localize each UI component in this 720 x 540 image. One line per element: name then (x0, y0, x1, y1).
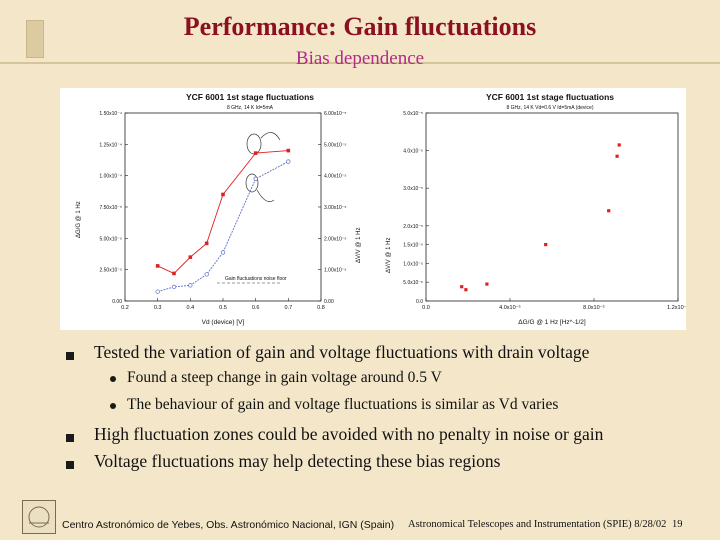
right-ytick-label: 1.5x10⁻⁵ (403, 243, 423, 249)
left-series-1-point (221, 192, 225, 197)
left-xtick-label: 0.8 (317, 305, 325, 311)
sub-bullet-2: The behaviour of gain and voltage fluctu… (127, 396, 559, 413)
red-series-marker-ellipse (246, 133, 262, 155)
left-chart-subtitle: 8 GHz, 14 K Id=5mA (227, 105, 274, 111)
right-ytick-label: 0.0 (416, 299, 423, 305)
left-series-1-point (172, 271, 176, 276)
left-ytick-label: 1.25x10⁻⁴ (99, 142, 122, 148)
left-ytick-label: 5.00x10⁻⁵ (99, 236, 122, 242)
left-chart-frame (124, 112, 322, 302)
right-chart-subtitle: 8 GHz, 14 K Vd=0.6 V Id=5mA (device) (507, 105, 594, 111)
left-series-1-point (253, 151, 258, 155)
left-xtick-label: 0.7 (285, 305, 293, 311)
right-scatter-point (485, 282, 489, 286)
right-ytick-label: 5.0x10⁻⁶ (403, 280, 423, 286)
left-series-2-point (220, 250, 226, 255)
left-y2tick-label: 2.00x10⁻⁵ (324, 236, 347, 242)
slide-title: Performance: Gain fluctuations (183, 12, 537, 41)
left-y2tick-label: 0.00 (324, 299, 334, 305)
right-chart-xlabel: ΔG/G @ 1 Hz [Hz^-1/2] (518, 319, 586, 326)
right-chart-ylabel: ΔV/V @ 1 Hz (386, 238, 392, 273)
left-series-2-point (204, 272, 209, 277)
left-series-2-point (253, 176, 258, 181)
left-ytick-label: 0.00 (112, 299, 122, 305)
left-xtick-label: 0.3 (154, 305, 162, 311)
right-ytick-label: 5.0x10⁻⁵ (403, 111, 423, 117)
right-scatter-point (464, 288, 468, 292)
bullet-3: Voltage fluctuations may help detecting … (94, 451, 501, 471)
left-y2tick-label: 6.00x10⁻⁵ (324, 111, 347, 117)
footer-institution: Centro Astronómico de Yebes, Obs. Astron… (62, 519, 395, 531)
sub-bullet-dot (110, 376, 116, 382)
right-ytick-label: 1.0x10⁻⁵ (403, 261, 423, 267)
left-ytick-label: 2.50x10⁻⁵ (99, 268, 122, 274)
left-y2tick-label: 3.00x10⁻⁵ (324, 205, 347, 211)
left-series-2-point (155, 289, 160, 294)
right-xtick-label: 8.0x10⁻⁵ (583, 304, 605, 311)
left-xtick-label: 0.6 (252, 305, 260, 311)
left-y2tick-label: 1.00x10⁻⁵ (324, 268, 347, 274)
left-chart-xlabel: Vd (device) [V] (202, 319, 245, 326)
right-scatter-point (460, 285, 464, 289)
left-xtick-label: 0.2 (121, 305, 129, 311)
right-chart-title: YCF 6001 1st stage fluctuations (486, 92, 614, 102)
left-series-2-point (171, 284, 177, 290)
left-chart-title: YCF 6001 1st stage fluctuations (186, 92, 314, 102)
bullet-2: High fluctuation zones could be avoided … (94, 424, 604, 444)
red-series-arrow (260, 132, 281, 141)
footer-conference: Astronomical Telescopes and Instrumentat… (408, 519, 667, 530)
noise-floor-label: Gain fluctuations noise floor (225, 276, 287, 282)
left-series-1-point (204, 241, 209, 246)
sub-bullet-dot (110, 403, 116, 409)
left-xtick-label: 0.5 (219, 305, 227, 311)
charts-panel: YCF 6001 1st stage fluctuations 8 GHz, 1… (60, 88, 690, 330)
charts-svg: YCF 6001 1st stage fluctuations 8 GHz, 1… (76, 92, 690, 326)
observatory-logo (22, 500, 56, 534)
right-xtick-label: 0.0 (422, 305, 430, 311)
left-series-1-point (286, 148, 291, 153)
left-series-2-point (188, 283, 193, 288)
sub-bullet-1: Found a steep change in gain voltage aro… (127, 369, 442, 386)
left-chart: YCF 6001 1st stage fluctuations 8 GHz, 1… (76, 92, 362, 326)
left-series-2-point (286, 159, 291, 164)
left-series-2-line (157, 161, 289, 293)
blue-series-arrow (256, 189, 275, 202)
left-series-1-point (155, 264, 160, 268)
bullet-square (66, 434, 74, 442)
left-ytick-label: 7.50x10⁻⁵ (99, 205, 122, 211)
right-ytick-label: 3.0x10⁻⁵ (403, 186, 423, 192)
left-series-1-point (188, 255, 193, 259)
header-divider (0, 62, 720, 64)
left-chart-y2label: ΔV/V @ 1 Hz (356, 228, 362, 263)
right-scatter-point (617, 143, 621, 147)
left-ytick-label: 1.50x10⁻⁴ (99, 111, 122, 117)
left-ytick-label: 1.00x10⁻⁴ (99, 174, 122, 180)
blue-series-marker-ellipse (245, 173, 259, 193)
left-chart-ylabel: ΔG/G @ 1 Hz (76, 201, 82, 238)
right-xtick-label: 4.0x10⁻⁵ (499, 304, 521, 311)
right-chart-frame (425, 112, 679, 302)
left-y2tick-label: 4.00x10⁻⁵ (324, 174, 347, 180)
left-series-1-line (157, 150, 289, 274)
bullet-1: Tested the variation of gain and voltage… (94, 342, 590, 362)
page-number: 19 (672, 519, 683, 530)
right-ytick-label: 2.0x10⁻⁵ (403, 224, 423, 230)
left-y2tick-label: 5.00x10⁻⁵ (324, 142, 347, 148)
left-xtick-label: 0.4 (187, 305, 195, 311)
right-scatter-point (615, 154, 619, 158)
bullet-square (66, 352, 74, 360)
right-scatter-point (544, 243, 548, 247)
right-xtick-label: 1.2x10⁻⁴ (667, 304, 686, 311)
right-scatter-point (607, 209, 611, 213)
right-chart: YCF 6001 1st stage fluctuations 8 GHz, 1… (386, 92, 690, 326)
bullet-square (66, 461, 74, 469)
slide-subtitle: Bias dependence (295, 48, 425, 69)
decorative-block (26, 20, 44, 58)
right-ytick-label: 4.0x10⁻⁵ (403, 149, 423, 155)
